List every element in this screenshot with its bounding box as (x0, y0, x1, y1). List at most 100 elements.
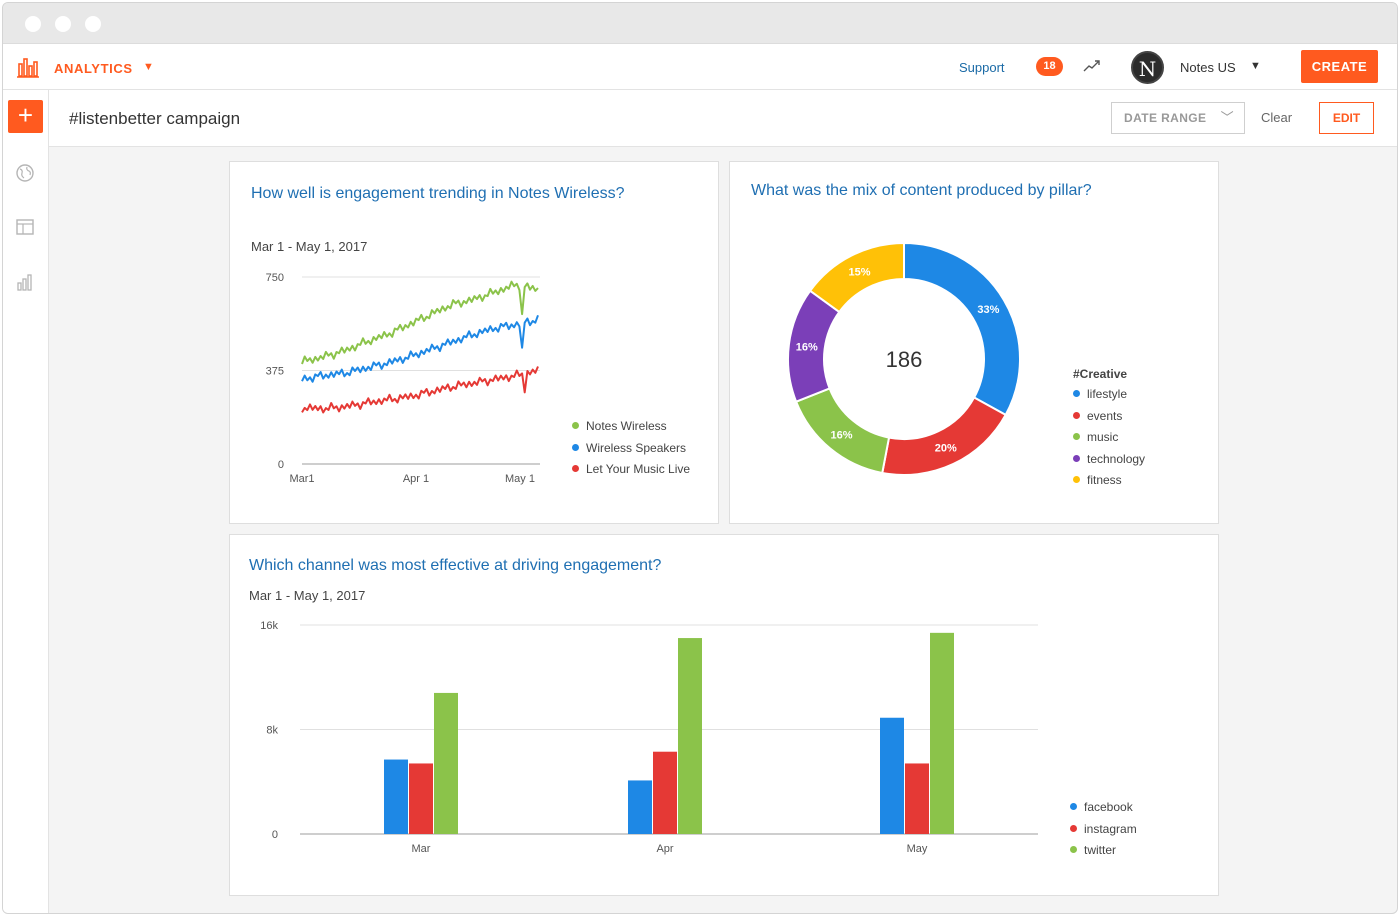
account-name[interactable]: Notes US (1180, 60, 1236, 75)
legend-label: Let Your Music Live (586, 462, 691, 476)
slice-label: 20% (935, 443, 957, 455)
series-line-0 (301, 280, 539, 365)
chevron-down-icon: ﹀ (1220, 110, 1234, 125)
legend-item[interactable]: facebook (1070, 797, 1137, 819)
legend-item[interactable]: Wireless Speakers (572, 438, 690, 460)
bar-twitter-May (930, 632, 954, 834)
window-zoom-dot[interactable] (85, 16, 101, 32)
x-tick-label: Apr 1 (403, 473, 429, 485)
legend-swatch (1070, 846, 1077, 853)
bar-instagram-Mar (409, 763, 433, 834)
legend-swatch (1073, 476, 1080, 483)
globe-icon[interactable] (15, 163, 35, 183)
bar-chart-legend: facebook instagram twitter (1070, 797, 1137, 862)
y-tick-label: 0 (272, 829, 278, 841)
legend-swatch (1073, 390, 1080, 397)
slice-label: 16% (796, 342, 818, 354)
x-tick-label: Mar1 (289, 473, 314, 485)
y-tick-label: 750 (266, 272, 284, 284)
card-title: Which channel was most effective at driv… (249, 557, 662, 574)
bar-chart-icon[interactable] (15, 272, 35, 292)
legend-swatch (1073, 454, 1080, 462)
legend-swatch (572, 422, 579, 429)
legend-item[interactable]: twitter (1070, 840, 1137, 862)
x-tick-label: Mar (412, 843, 431, 855)
chevron-down-icon[interactable]: ▼ (143, 61, 154, 73)
y-tick-label: 375 (266, 366, 284, 378)
layout-icon[interactable] (15, 217, 35, 237)
legend-title: #Creative (1073, 367, 1128, 381)
donut-slice-lifestyle (903, 241, 1021, 417)
page-title: #listenbetter campaign (69, 109, 241, 128)
slice-label: 33% (977, 304, 999, 316)
date-range-dropdown[interactable]: DATE RANGE ﹀ (1111, 102, 1245, 134)
avatar[interactable]: N (1131, 51, 1164, 84)
card-title: What was the mix of content produced by … (751, 182, 1092, 199)
slice-label: 15% (848, 267, 870, 279)
notification-badge[interactable]: 18 (1036, 57, 1063, 76)
series-line-1 (301, 314, 539, 383)
donut-slice-events (881, 396, 1008, 476)
legend-label: Notes Wireless (586, 419, 667, 433)
trend-line-icon[interactable] (1083, 58, 1101, 74)
x-tick-label: Apr (656, 843, 673, 855)
top-navigation: ANALYTICS ▼ Support 18 N Notes US ▼ CREA… (3, 44, 1397, 90)
legend-swatch (1073, 433, 1080, 440)
clear-button[interactable]: Clear (1261, 110, 1293, 125)
legend-label: fitness (1087, 473, 1122, 487)
legend-item[interactable]: Let Your Music Live (572, 459, 690, 481)
create-button[interactable]: CREATE (1301, 50, 1378, 83)
legend-swatch (1070, 824, 1077, 832)
line-chart: 750 375 0 Mar1 Apr 1 May 1 (266, 272, 540, 485)
legend-label: Wireless Speakers (586, 440, 687, 455)
x-tick-label: May 1 (505, 473, 535, 485)
slice-label: 16% (831, 430, 853, 442)
legend-label: facebook (1084, 800, 1133, 814)
legend-label: music (1087, 430, 1119, 444)
x-tick-label: May (907, 843, 928, 855)
legend-swatch (572, 465, 579, 472)
series-line-2 (301, 366, 539, 414)
card-title: How well is engagement trending in Notes… (251, 185, 625, 202)
content-mix-card: What was the mix of content produced by … (729, 161, 1219, 524)
app-switcher-label[interactable]: ANALYTICS (54, 61, 133, 76)
bar-twitter-Mar (434, 692, 458, 834)
bar-facebook-Mar (384, 759, 408, 834)
engagement-trend-card: How well is engagement trending in Notes… (229, 161, 719, 524)
bar-facebook-May (880, 717, 904, 834)
channel-effectiveness-card: Which channel was most effective at driv… (229, 534, 1219, 896)
sidebar: + (3, 90, 49, 913)
legend-label: twitter (1084, 843, 1117, 857)
legend-swatch (1073, 411, 1080, 419)
legend-item[interactable]: lifestyle (1073, 384, 1145, 406)
line-chart-legend: Notes Wireless Wireless Speakers Let Your … (572, 416, 690, 481)
legend-item[interactable]: instagram (1070, 819, 1137, 841)
legend-label: lifestyle (1087, 387, 1128, 401)
legend-item[interactable]: Notes Wireless (572, 416, 690, 438)
legend-item[interactable]: technology (1073, 449, 1145, 471)
support-link[interactable]: Support (959, 60, 1005, 75)
y-tick-label: 0 (278, 459, 284, 471)
y-tick-label: 8k (266, 725, 278, 737)
donut-chart: 33% 20% 16% 16% 15% 186 (787, 241, 1021, 476)
page-header: #listenbetter campaign DATE RANGE ﹀ Clea… (49, 90, 1397, 147)
legend-label: instagram (1084, 821, 1137, 836)
legend-item[interactable]: fitness (1073, 470, 1145, 492)
window-minimize-dot[interactable] (55, 16, 71, 32)
bar-instagram-Apr (653, 751, 677, 834)
bar-facebook-Apr (628, 780, 652, 834)
edit-button[interactable]: EDIT (1319, 102, 1374, 134)
legend-item[interactable]: music (1073, 427, 1145, 449)
legend-item[interactable]: events (1073, 406, 1145, 428)
legend-swatch (1070, 803, 1077, 810)
bar-chart-icon (17, 58, 39, 78)
chevron-down-icon[interactable]: ▼ (1250, 60, 1261, 72)
window-titlebar (3, 3, 1397, 44)
bar-twitter-Apr (678, 638, 702, 834)
card-subtitle: Mar 1 - May 1, 2017 (251, 239, 368, 254)
window-close-dot[interactable] (25, 16, 41, 32)
donut-center-value: 186 (886, 347, 923, 372)
plus-icon[interactable]: + (8, 100, 43, 133)
legend-label: technology (1087, 451, 1146, 466)
